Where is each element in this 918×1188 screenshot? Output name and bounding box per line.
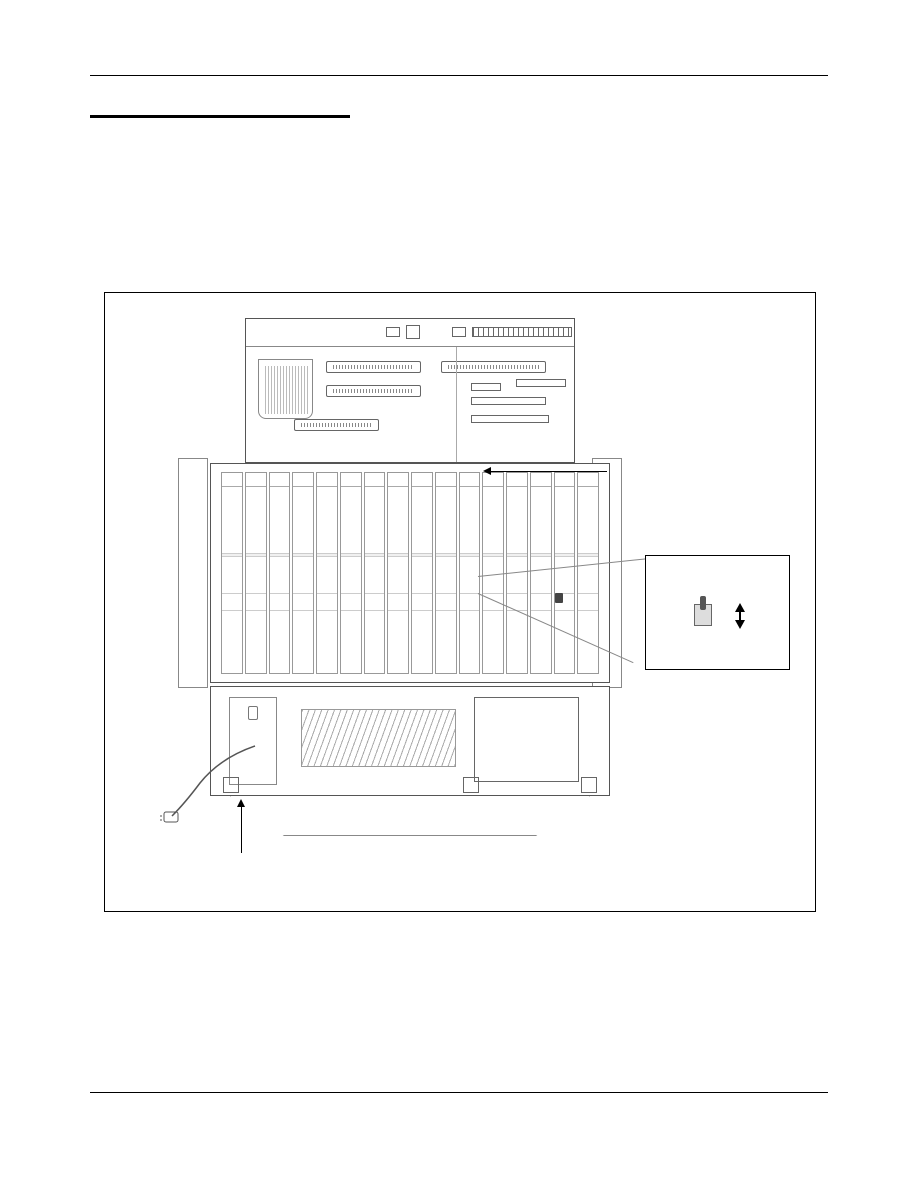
small-connector [471, 383, 501, 391]
card-slot [577, 472, 599, 674]
footer-rule [90, 1092, 828, 1093]
toggle-lever [700, 596, 706, 610]
power-supply-module [229, 697, 277, 785]
card-slot [435, 472, 457, 674]
db-connector [326, 361, 421, 373]
small-port [452, 327, 466, 337]
db-connector [294, 419, 379, 431]
power-unit [210, 686, 610, 796]
header-rule [90, 75, 828, 76]
device-illustration [190, 308, 610, 838]
ribbon-cable [258, 359, 313, 419]
slot-row [221, 472, 599, 674]
power-inlet [248, 706, 258, 720]
document-page: manualshive.com [0, 0, 918, 1188]
io-panel [245, 318, 575, 463]
card-slot [364, 472, 386, 674]
drive-bay [474, 697, 579, 782]
section-rule [90, 115, 350, 118]
pin-header [472, 327, 572, 337]
card-slot [459, 472, 481, 674]
db-connector [326, 385, 421, 397]
panel-divider [456, 347, 457, 462]
ventilation-grille [301, 709, 456, 767]
card-slot [269, 472, 291, 674]
toggle-switch-on-slot [555, 593, 563, 603]
card-slot [554, 472, 576, 674]
small-port [386, 327, 400, 337]
mounting-ear-left [178, 458, 208, 688]
rj-jack [406, 325, 420, 339]
port-row [386, 325, 572, 339]
card-slot [530, 472, 552, 674]
slim-connector [516, 379, 566, 387]
figure-frame [104, 292, 816, 912]
io-panel-top-row [246, 319, 574, 347]
card-slot [292, 472, 314, 674]
card-cage [210, 463, 610, 683]
ribbon-lines [265, 366, 308, 414]
detail-inset [645, 555, 790, 670]
callout-arrow-down [241, 803, 242, 853]
card-slot [245, 472, 267, 674]
toggle-switch-detail [694, 596, 720, 634]
foot [581, 777, 597, 793]
foot [223, 777, 239, 793]
base-skirt [230, 796, 590, 836]
card-slot [411, 472, 433, 674]
callout-arrow-right [487, 471, 607, 472]
slim-connector [471, 415, 549, 423]
up-down-arrows-icon [732, 598, 748, 634]
foot [463, 777, 479, 793]
card-slot [340, 472, 362, 674]
slim-connector [471, 397, 546, 405]
card-slot [387, 472, 409, 674]
card-slot [221, 472, 243, 674]
card-slot [316, 472, 338, 674]
